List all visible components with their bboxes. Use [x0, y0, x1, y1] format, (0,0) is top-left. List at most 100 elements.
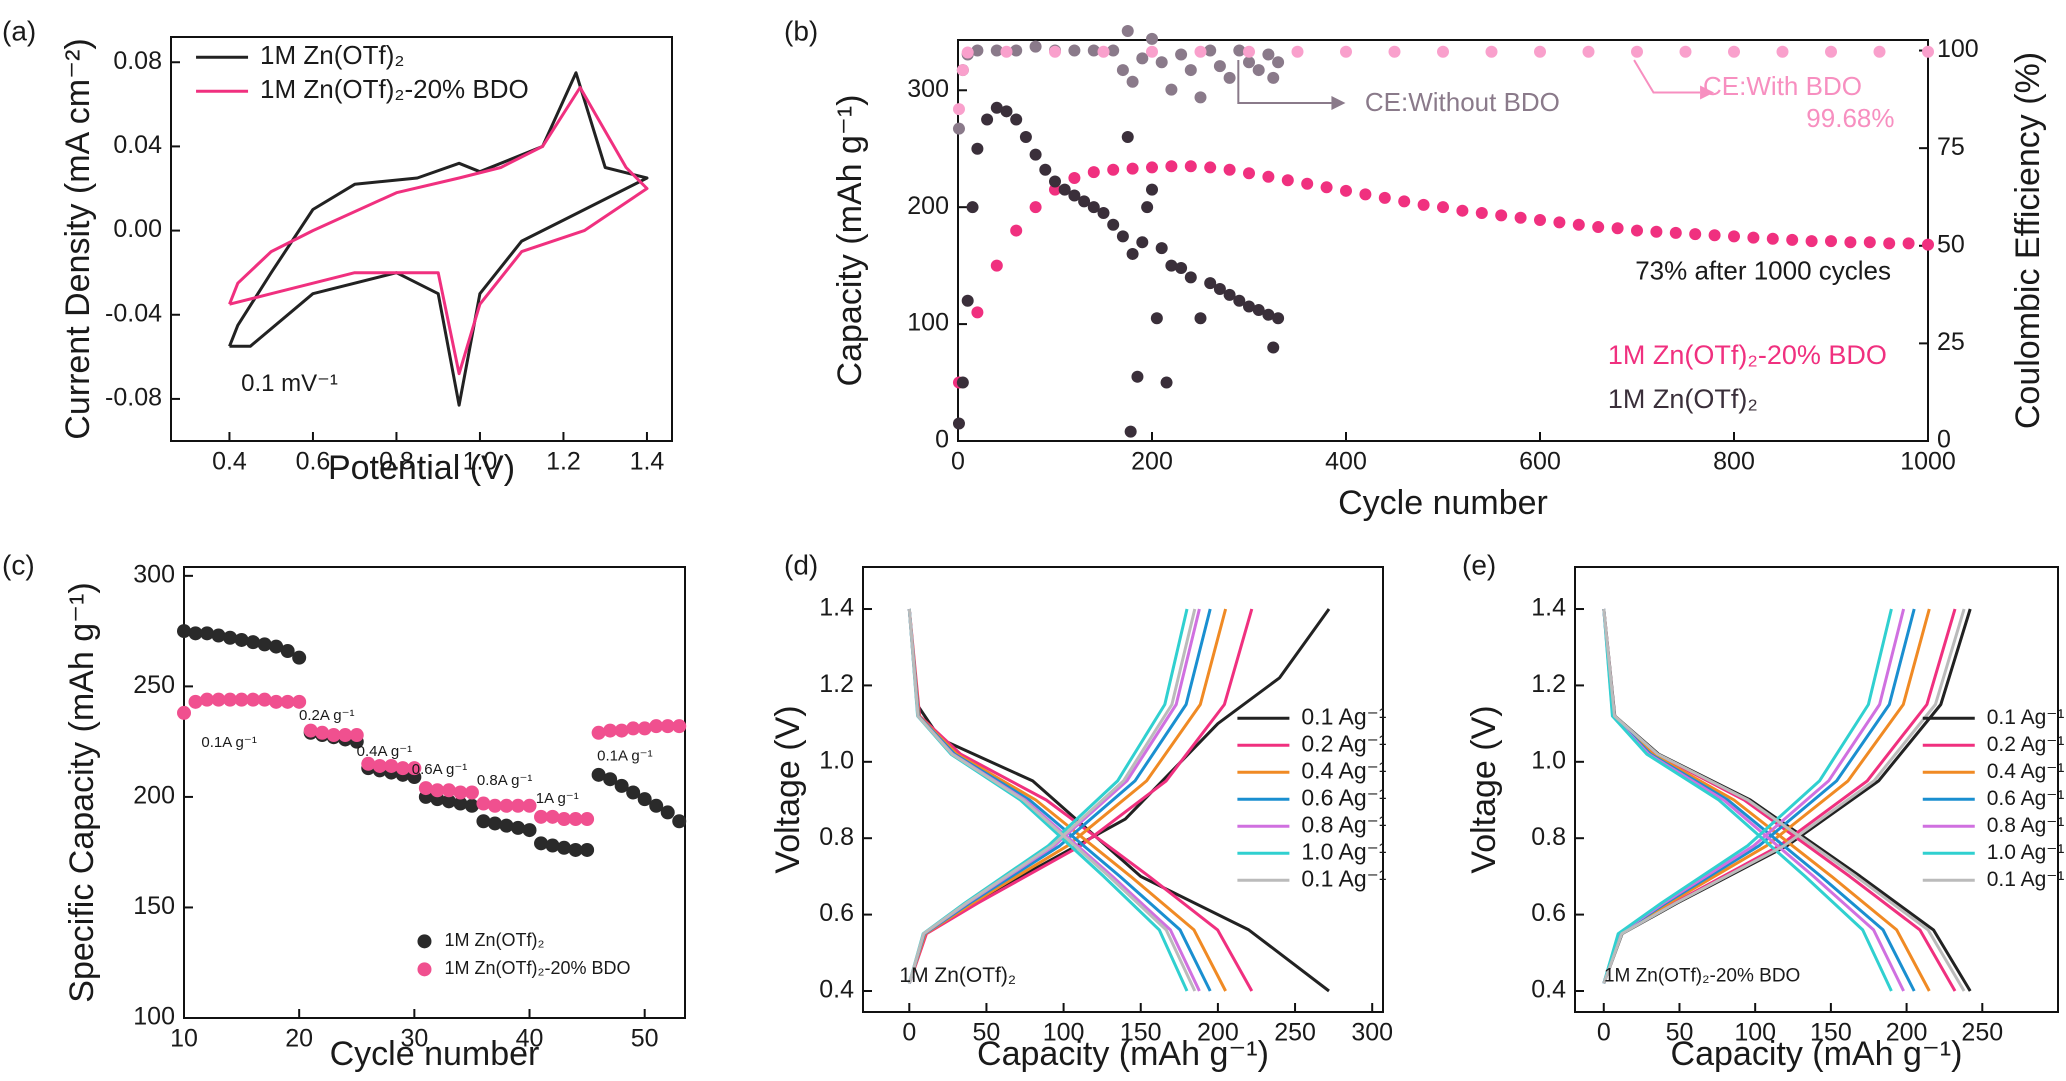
annotation: CE:With BDO — [1703, 71, 1862, 101]
data-point — [1495, 209, 1508, 222]
data-point — [1417, 198, 1430, 211]
data-point — [223, 630, 238, 645]
data-point — [315, 725, 330, 740]
data-point — [956, 376, 969, 389]
x-tick-label: 100 — [1734, 1019, 1776, 1047]
data-point — [326, 728, 341, 743]
x-tick-label: 0.4 — [212, 448, 247, 476]
data-point — [1058, 183, 1071, 196]
y-tick-label: 100 — [133, 1003, 175, 1031]
data-point — [1243, 300, 1255, 313]
data-point — [453, 785, 468, 800]
data-point — [1340, 45, 1352, 58]
data-point — [246, 635, 261, 650]
legend-label: 0.8 Ag⁻¹ — [1301, 811, 1386, 837]
data-point — [568, 842, 583, 857]
data-point — [1728, 45, 1740, 58]
data-point — [580, 842, 595, 857]
plot-frame — [170, 36, 673, 442]
data-point — [177, 705, 191, 720]
annotation: 0.4A g⁻¹ — [357, 743, 412, 760]
data-point — [591, 767, 606, 782]
data-point — [280, 644, 295, 659]
y2-tick-label: 25 — [1937, 328, 1965, 356]
data-point — [1184, 271, 1197, 284]
data-point — [384, 758, 399, 773]
legend-label: 0.1 Ag⁻¹ — [1301, 865, 1386, 891]
data-point — [1087, 166, 1100, 179]
panel: (b)0 200 400 600 800 100001002003000255075100… — [784, 15, 2047, 522]
data-point — [246, 692, 261, 707]
plot-frame — [1574, 566, 2059, 1013]
data-point — [1175, 48, 1188, 61]
data-point — [1437, 45, 1449, 58]
data-point — [660, 805, 675, 820]
data-point — [211, 628, 226, 643]
legend-label: 1.0 Ag⁻¹ — [1301, 838, 1386, 864]
data-point — [1194, 91, 1207, 104]
data-point — [257, 692, 272, 707]
data-point — [372, 758, 387, 773]
y-tick-label: 100 — [907, 309, 949, 337]
data-point — [441, 783, 456, 798]
legend-label: 0.6 Ag⁻¹ — [1301, 784, 1386, 810]
data-point — [200, 692, 215, 707]
data-point — [952, 122, 965, 135]
x-tick-label: 250 — [1274, 1019, 1316, 1047]
data-point — [971, 306, 984, 319]
data-point — [200, 626, 215, 641]
data-point — [418, 781, 433, 796]
y-tick-label: -0.04 — [105, 299, 162, 327]
data-point — [1631, 45, 1643, 58]
x-axis-title: Potential (V) — [328, 449, 515, 487]
plot-frame — [183, 566, 686, 1019]
data-point — [672, 719, 687, 734]
data-point — [1650, 225, 1663, 238]
data-point — [338, 728, 353, 743]
legend-label: 0.4 Ag⁻¹ — [1987, 760, 2065, 783]
data-point — [1000, 45, 1013, 58]
data-point — [1873, 45, 1886, 58]
data-point — [1029, 148, 1042, 161]
data-point — [1252, 64, 1265, 77]
y-tick-label: 0.04 — [113, 131, 162, 159]
annotation: 1M Zn(OTf)₂ — [899, 964, 1016, 987]
data-point — [1922, 238, 1934, 251]
panel-label: (d) — [784, 549, 818, 580]
legend-label: 0.1 Ag⁻¹ — [1987, 868, 2065, 891]
data-point — [1689, 228, 1702, 241]
series-line — [907, 608, 1254, 992]
annotation: 0.8A g⁻¹ — [477, 772, 532, 789]
data-point — [1776, 45, 1789, 58]
data-point — [1679, 45, 1692, 58]
data-point — [280, 694, 295, 709]
data-point — [269, 694, 284, 709]
legend-label: 0.2 Ag⁻¹ — [1987, 733, 2065, 756]
x-tick-label: 1000 — [1900, 448, 1956, 476]
annotation: 99.68% — [1806, 103, 1894, 133]
y-tick-label: 300 — [133, 560, 175, 588]
legend-label: 0.2 Ag⁻¹ — [1301, 730, 1386, 756]
legend-label: 1M Zn(OTf)₂ — [260, 40, 404, 70]
y-tick-label: 1.4 — [819, 594, 854, 622]
data-point — [1922, 45, 1934, 58]
x-tick-label: 200 — [1131, 448, 1173, 476]
y-tick-label: 200 — [907, 192, 949, 220]
y-tick-label: 0.6 — [1531, 899, 1566, 927]
data-point — [1131, 370, 1144, 383]
data-point — [511, 820, 525, 835]
data-point — [614, 778, 629, 793]
data-point — [1669, 226, 1682, 239]
y2-tick-label: 50 — [1937, 230, 1965, 258]
data-point — [1378, 191, 1391, 204]
panel: (a) 0.4 0.6 0.8 1.0 1.2 1.4 -0.08 -0.04 0.00 0.04 0… — [2, 15, 673, 487]
data-point — [603, 772, 618, 787]
data-point — [1165, 259, 1178, 272]
y-axis-title: Voltage (V) — [1465, 705, 1503, 873]
data-point — [1136, 236, 1149, 249]
data-point — [1029, 201, 1042, 214]
y-tick-label: 1.2 — [819, 670, 854, 698]
data-point — [1272, 56, 1285, 69]
data-point — [1223, 71, 1236, 84]
data-point — [511, 798, 525, 813]
